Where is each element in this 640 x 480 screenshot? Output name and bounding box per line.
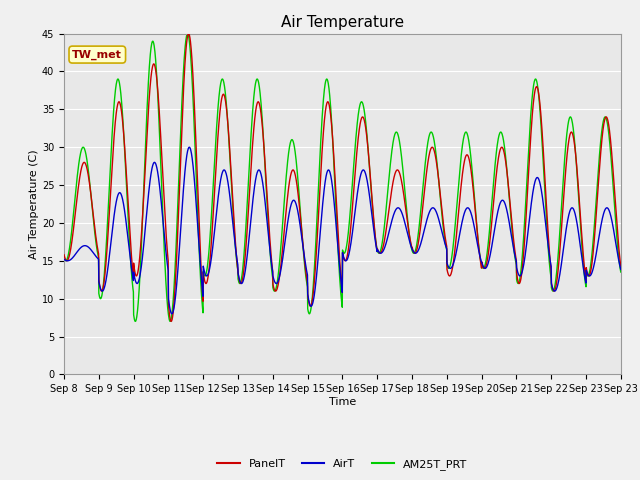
X-axis label: Time: Time	[329, 397, 356, 407]
Text: TW_met: TW_met	[72, 49, 122, 60]
Line: AirT: AirT	[64, 147, 621, 314]
Line: AM25T_PRT: AM25T_PRT	[64, 34, 621, 322]
AM25T_PRT	[511, 251, 518, 256]
AM25T_PRT	[236, 280, 244, 286]
AirT	[609, 226, 617, 231]
PanelT	[617, 263, 625, 269]
AM25T_PRT	[166, 319, 174, 324]
AM25T_PRT	[609, 186, 617, 192]
AirT	[60, 256, 68, 262]
AirT	[617, 266, 625, 272]
AM25T_PRT	[116, 81, 124, 87]
AirT	[168, 311, 175, 317]
Y-axis label: Air Temperature (C): Air Temperature (C)	[29, 149, 39, 259]
AirT	[511, 250, 518, 256]
AM25T_PRT	[184, 31, 191, 36]
AirT	[542, 223, 550, 228]
Title: Air Temperature: Air Temperature	[281, 15, 404, 30]
PanelT	[167, 319, 175, 324]
PanelT	[60, 252, 68, 258]
AirT	[116, 190, 124, 195]
AM25T_PRT	[542, 208, 550, 214]
PanelT	[116, 99, 124, 105]
PanelT	[511, 244, 518, 250]
AM25T_PRT	[60, 255, 68, 261]
AirT	[376, 250, 384, 256]
PanelT	[376, 250, 384, 256]
AirT	[186, 144, 193, 150]
AM25T_PRT	[617, 269, 625, 275]
AirT	[236, 279, 244, 285]
Legend: PanelT, AirT, AM25T_PRT: PanelT, AirT, AM25T_PRT	[213, 455, 472, 475]
PanelT	[185, 31, 193, 36]
PanelT	[609, 171, 617, 177]
AM25T_PRT	[376, 249, 384, 254]
PanelT	[542, 192, 550, 198]
Line: PanelT: PanelT	[64, 34, 621, 322]
PanelT	[236, 280, 244, 286]
